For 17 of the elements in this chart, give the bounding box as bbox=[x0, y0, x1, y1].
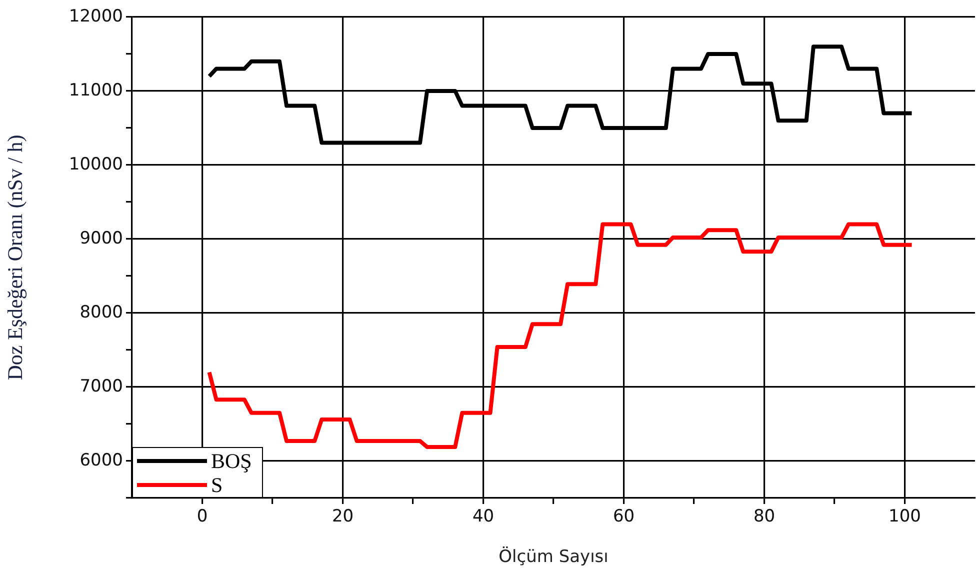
y-axis-title: Doz Eşdeğeri Oranı (nSv / h) bbox=[3, 134, 28, 380]
x-tick-label: 60 bbox=[612, 506, 635, 527]
x-tick-label: 40 bbox=[472, 506, 494, 527]
y-tick-label: 9000 bbox=[80, 228, 123, 248]
x-tick-label: 0 bbox=[196, 506, 208, 527]
y-tick-label: 10000 bbox=[68, 154, 123, 174]
x-axis-title: Ölçüm Sayısı bbox=[498, 546, 608, 568]
y-tick-label: 11000 bbox=[68, 80, 123, 100]
y-tick-label: 6000 bbox=[80, 450, 123, 470]
x-tick-label: 100 bbox=[888, 506, 921, 527]
legend-label: BOŞ bbox=[211, 449, 252, 473]
x-tick-label: 20 bbox=[332, 506, 354, 527]
y-tick-label: 7000 bbox=[80, 376, 123, 396]
legend-label: S bbox=[211, 473, 223, 497]
x-tick-label: 80 bbox=[753, 506, 776, 527]
y-tick-label: 12000 bbox=[68, 6, 123, 26]
y-tick-label: 8000 bbox=[80, 302, 123, 322]
